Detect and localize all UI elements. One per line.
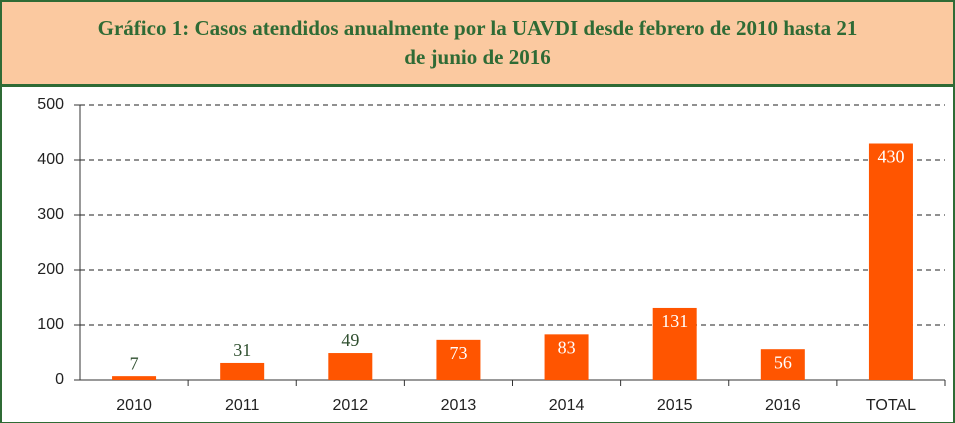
data-label: 131 — [661, 311, 688, 331]
data-label: 56 — [774, 352, 792, 372]
y-tick-label: 100 — [37, 316, 64, 333]
bar — [328, 353, 373, 380]
x-tick-label: 2014 — [549, 397, 585, 414]
chart: 0 100 200 300 400 500 2010 7 2011 31 2012 49 2013 73 2… — [0, 86, 955, 423]
x-tick-label: 2015 — [657, 397, 693, 414]
data-label: 49 — [341, 330, 359, 350]
data-label: 73 — [449, 343, 467, 363]
x-tick-label: TOTAL — [866, 397, 916, 414]
bar — [652, 307, 697, 380]
x-tick-label: 2016 — [765, 397, 801, 414]
data-label: 31 — [233, 340, 251, 360]
chart-title: Gráfico 1: Casos atendidos anualmente po… — [97, 16, 858, 69]
data-label: 83 — [558, 337, 576, 357]
y-tick-label: 400 — [37, 151, 64, 168]
data-label: 430 — [877, 147, 904, 167]
x-tick-label: 2010 — [116, 397, 152, 414]
y-tick-label: 300 — [37, 206, 64, 223]
x-tick-label: 2012 — [333, 397, 369, 414]
bar — [544, 334, 589, 380]
x-tick-label: 2011 — [225, 397, 260, 414]
bar — [220, 362, 265, 380]
bar — [112, 376, 157, 380]
bar — [760, 349, 805, 380]
y-tick-label: 0 — [55, 371, 64, 388]
x-tick-label: 2013 — [441, 397, 477, 414]
bar — [868, 143, 913, 380]
title-box: Gráfico 1: Casos atendidos anualmente po… — [0, 0, 955, 86]
y-tick-label: 500 — [37, 96, 64, 113]
y-tick-label: 200 — [37, 261, 64, 278]
plot-border — [0, 86, 955, 423]
bar — [436, 339, 481, 380]
data-label: 7 — [130, 353, 139, 373]
